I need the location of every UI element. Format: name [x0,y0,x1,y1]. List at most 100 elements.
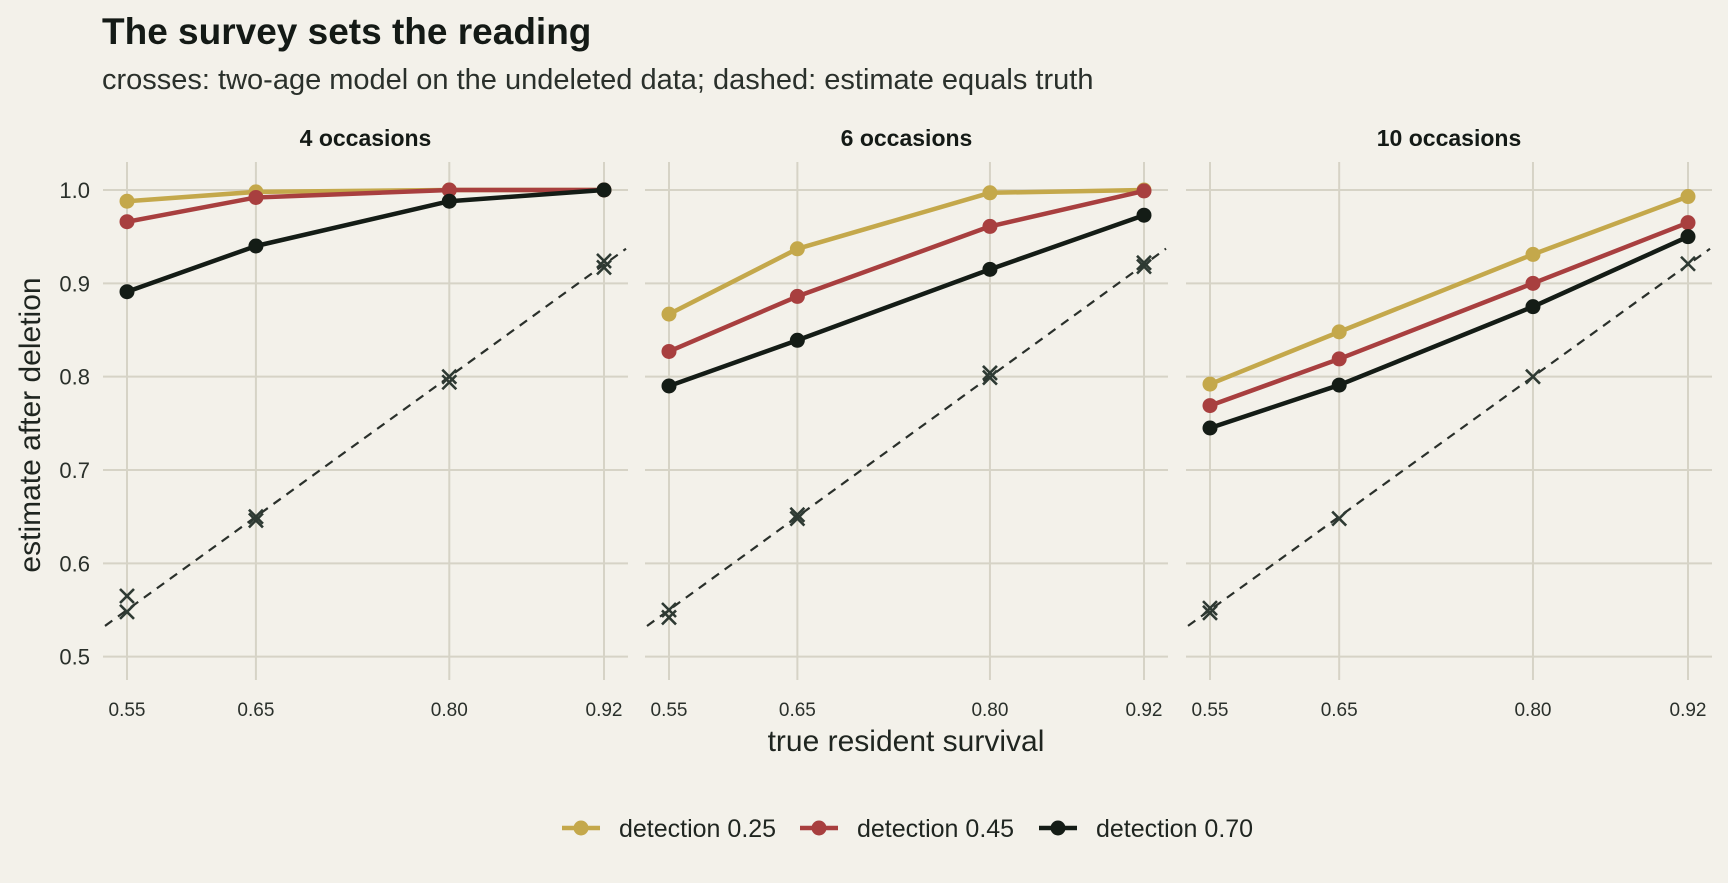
data-point [789,241,805,257]
data-point [441,193,457,209]
series-line [1209,194,1689,387]
cross-stroke [119,588,135,604]
y-tick-label: 1.0 [59,178,90,203]
chart-subtitle: crosses: two-age model on the undeleted … [102,64,1093,96]
legend-label: detection 0.45 [857,815,1014,843]
data-point [1525,275,1541,291]
data-point [1525,299,1541,315]
cross-stroke [1202,604,1218,621]
facet-panel: 6 occasions 0.55 0.65 0.80 0.92 [645,125,1168,721]
legend-label: detection 0.70 [1096,815,1253,843]
x-tick-label: 0.55 [651,700,688,721]
data-point [789,332,805,348]
data-point [1331,377,1347,393]
series-line [668,188,1145,354]
x-axis-title: true resident survival [768,725,1045,758]
cross-stroke [441,368,458,385]
series-line [667,187,1145,317]
data-point [1525,246,1541,262]
series-line [1209,234,1689,431]
legend-swatch-point [811,820,827,836]
cross-stroke [1136,254,1152,271]
data-point [1680,189,1696,205]
cross-marker [789,510,806,527]
data-point [441,182,457,198]
cross-stroke [596,259,612,276]
cross-marker [441,368,458,385]
facet-title: 6 occasions [841,125,973,151]
cross-marker [982,369,998,386]
legend-swatch-point [1050,820,1066,836]
data-point [982,261,998,277]
legend-label: detection 0.25 [619,815,776,843]
x-tick-label: 0.55 [1192,700,1229,721]
data-point [789,288,805,304]
x-tick-label: 0.92 [1126,700,1163,721]
facet-panel: 4 occasions 0.55 0.65 0.80 0.92 0.5 0.6 0.7 0.8 0… [59,125,628,721]
cross-marker [982,365,998,381]
legend-swatch-point [573,820,589,836]
cross-stroke [1680,255,1696,272]
data-point [982,218,998,234]
data-point [1202,376,1218,392]
cross-marker [661,609,677,626]
series-line [1209,220,1689,408]
x-tick-label: 0.80 [431,700,468,721]
data-point [1202,398,1218,414]
chart-title: The survey sets the reading [102,11,591,52]
data-point [1136,183,1152,199]
x-tick-label: 0.80 [971,700,1008,721]
legend-item: detection 0.70 [1039,815,1253,843]
identity-reference-line [1187,247,1711,627]
x-tick-label: 0.65 [779,700,816,721]
legend-item: detection 0.45 [800,815,1014,843]
data-point [1331,351,1347,367]
cross-stroke [441,374,458,391]
cross-marker [1525,368,1541,385]
legend-item: detection 0.25 [562,815,776,843]
cross-marker [1331,510,1348,527]
data-point [119,284,135,300]
cross-marker [596,259,612,276]
data-point [248,189,264,205]
cross-stroke [247,508,264,525]
cross-marker [1202,604,1218,621]
cross-stroke [982,365,998,381]
series-line [126,187,604,224]
data-point [596,182,612,198]
cross-stroke [661,609,677,626]
cross-marker [596,253,612,269]
data-point [661,378,677,394]
cross-marker [119,603,135,620]
data-point [248,238,264,254]
y-tick-label: 0.5 [59,645,90,670]
x-tick-label: 0.92 [586,700,623,721]
x-tick-label: 0.65 [237,700,274,721]
data-point [1331,324,1347,340]
x-tick-label: 0.65 [1321,700,1358,721]
cross-marker [1680,255,1696,272]
facet-title: 4 occasions [300,125,432,151]
facet-title: 10 occasions [1377,125,1521,151]
facet-panel: 10 occasions 0.55 0.65 0.80 0.92 [1186,125,1712,721]
cross-marker [1136,254,1152,271]
cross-stroke [1525,368,1541,385]
cross-stroke [596,253,612,269]
x-tick-label: 0.55 [109,700,146,721]
data-point [1136,207,1152,223]
y-tick-label: 0.7 [59,458,90,483]
identity-reference-line [104,247,627,627]
cross-marker [1202,600,1218,617]
data-point [1202,420,1218,436]
cross-stroke [247,512,264,529]
cross-marker [1136,258,1152,275]
x-tick-label: 0.92 [1670,700,1707,721]
cross-marker [441,374,458,391]
x-tick-label: 0.80 [1514,700,1551,721]
cross-stroke [661,602,677,618]
cross-stroke [789,506,806,523]
data-point [119,193,135,209]
cross-marker [789,506,806,523]
